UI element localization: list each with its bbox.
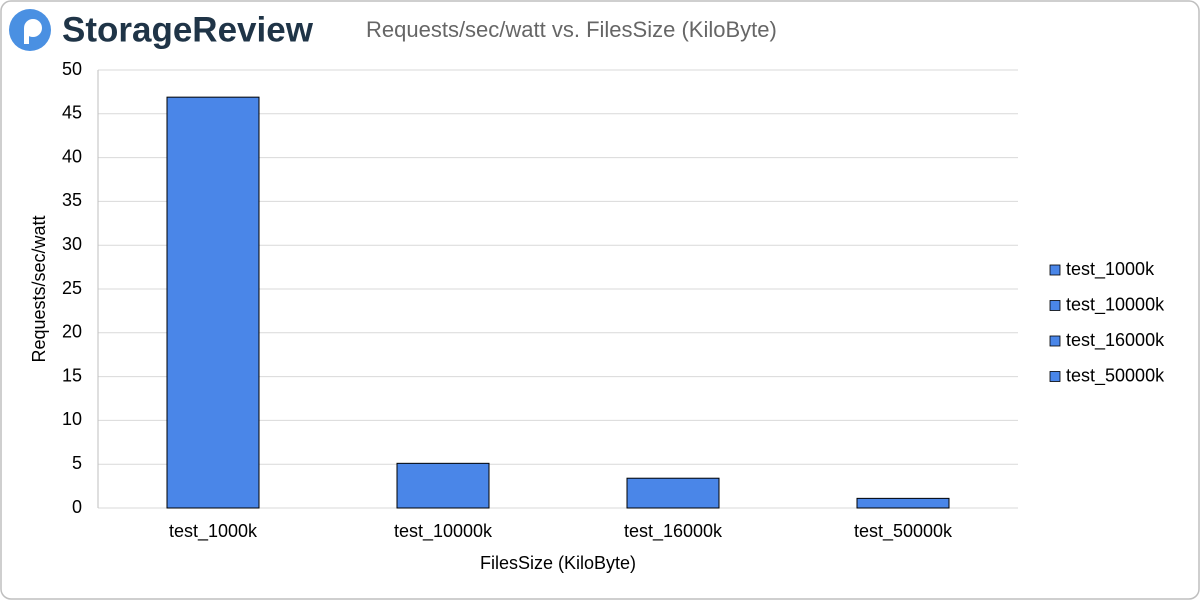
y-axis-title: Requests/sec/watt [29, 215, 49, 362]
y-tick-label: 25 [62, 278, 82, 298]
y-tick-label: 35 [62, 190, 82, 210]
legend-swatch [1049, 371, 1061, 382]
x-tick-label: test_10000k [394, 521, 493, 542]
legend-label: test_16000k [1066, 330, 1165, 351]
bar [166, 96, 260, 509]
x-axis-title: FilesSize (KiloByte) [480, 553, 636, 573]
x-tick-label: test_1000k [169, 521, 258, 542]
brand: StorageReview [62, 10, 314, 49]
logo-icon-stem [24, 28, 29, 44]
legend-swatch [1049, 300, 1061, 311]
y-tick-label: 15 [62, 365, 82, 385]
legend-swatch [1049, 264, 1061, 276]
y-tick-label: 40 [62, 146, 82, 166]
bar [856, 497, 950, 509]
y-tick-label: 50 [62, 59, 82, 79]
y-tick-label: 10 [62, 409, 82, 429]
bar [396, 462, 490, 509]
bar [626, 477, 720, 509]
legend-label: test_1000k [1066, 259, 1155, 280]
y-tick-label: 0 [72, 497, 82, 517]
y-tick-label: 30 [62, 234, 82, 254]
legend-label: test_50000k [1066, 365, 1165, 386]
x-tick-label: test_50000k [854, 521, 953, 542]
y-tick-label: 45 [62, 103, 82, 123]
logo: StorageReview [9, 9, 314, 51]
chart-title: Requests/sec/watt vs. FilesSize (KiloByt… [366, 17, 777, 42]
y-tick-label: 20 [62, 322, 82, 342]
x-tick-label: test_16000k [624, 521, 723, 542]
legend-swatch [1049, 335, 1061, 347]
y-tick-label: 5 [72, 453, 82, 473]
legend-label: test_10000k [1066, 294, 1165, 315]
